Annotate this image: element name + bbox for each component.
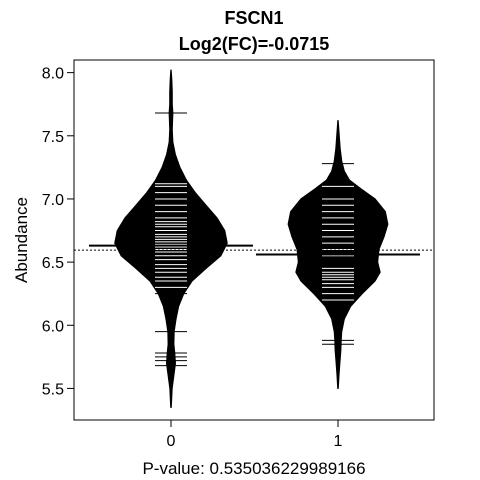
chart-title: FSCN1 — [224, 8, 283, 28]
plot-frame — [73, 59, 435, 421]
chart-subtitle: Log2(FC)=-0.0715 — [179, 34, 330, 54]
x-tick-label-1: 1 — [334, 433, 343, 450]
y-tick-label-5: 8.0 — [42, 66, 64, 83]
y-axis-label: Abundance — [12, 197, 31, 283]
y-tick-label-1: 6.0 — [42, 318, 64, 335]
y-tick-label-3: 7.0 — [42, 192, 64, 209]
x-axis-label: P-value: 0.535036229989166 — [142, 459, 365, 478]
y-tick-label-0: 5.5 — [42, 381, 64, 398]
y-tick-label-4: 7.5 — [42, 129, 64, 146]
plot-area: 5.5 6.0 6.5 7.0 7.5 8.0 0 1 — [42, 59, 435, 450]
x-tick-label-0: 0 — [167, 433, 176, 450]
bean-0 — [114, 69, 228, 408]
y-tick-label-2: 6.5 — [42, 255, 64, 272]
